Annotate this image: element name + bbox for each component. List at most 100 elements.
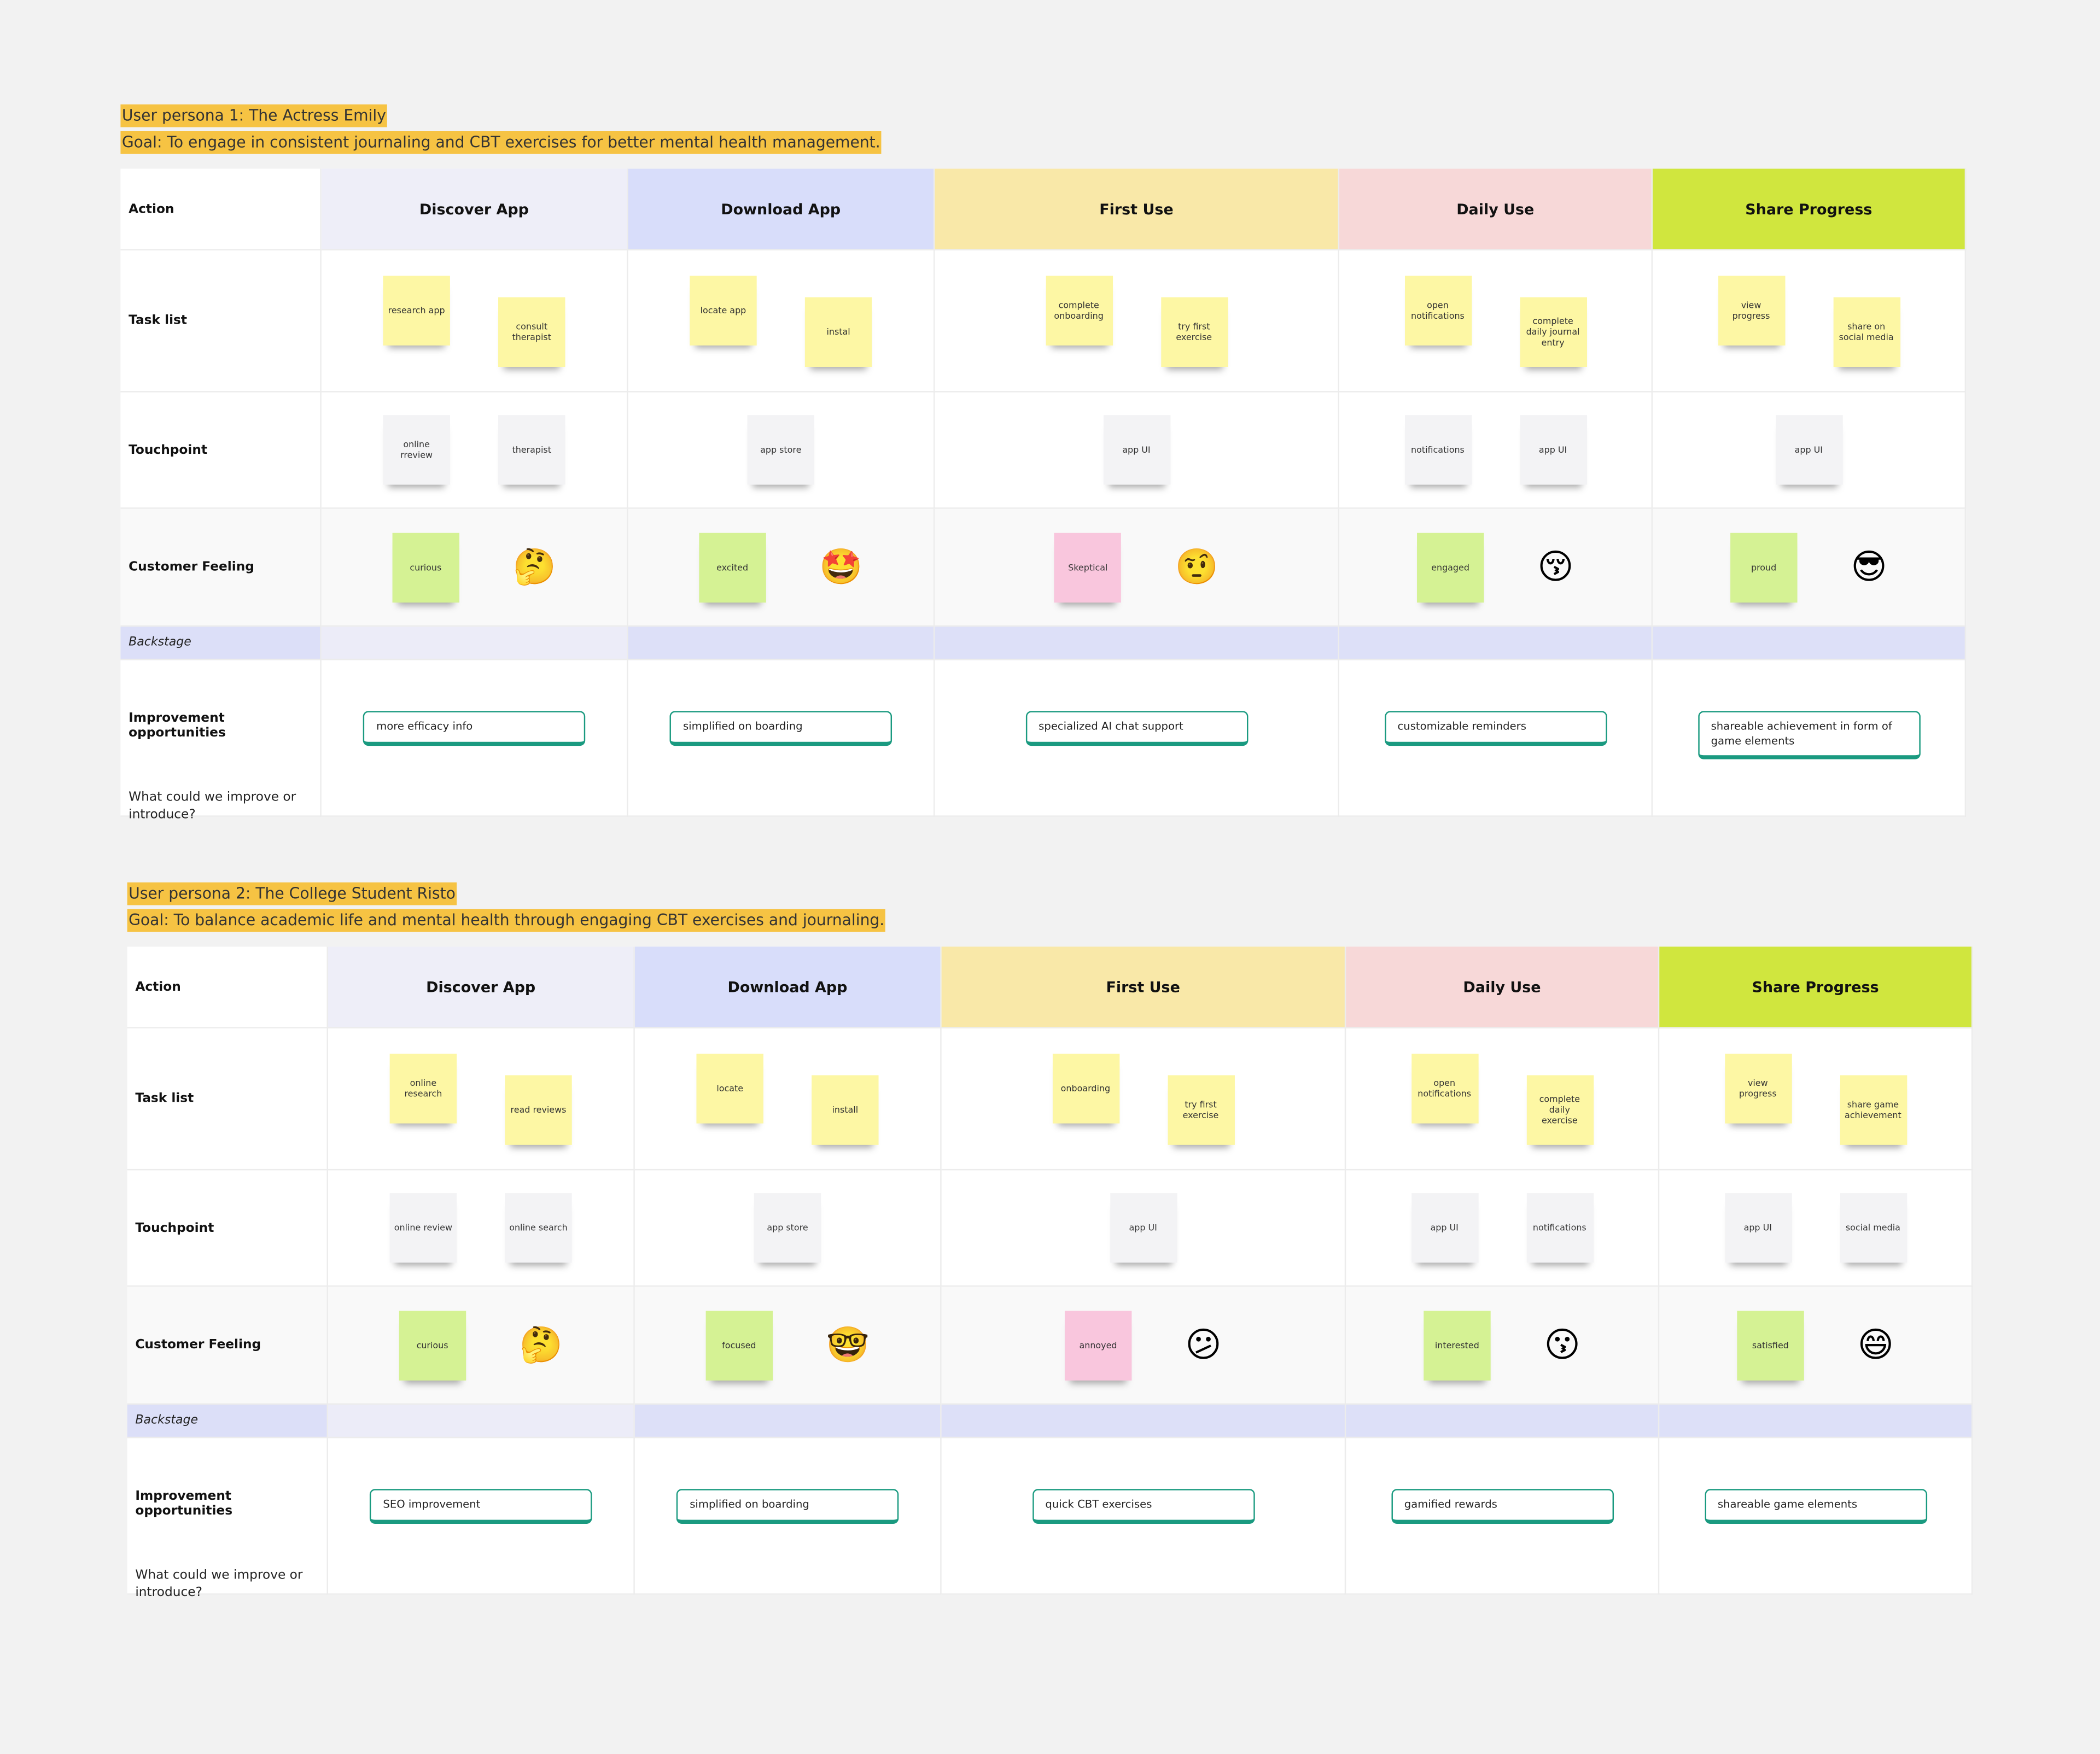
improvement-label: Improvement opportunities What could we i… bbox=[127, 1438, 329, 1600]
feeling-sticky: curious bbox=[392, 532, 459, 602]
stage-header: Share Progress bbox=[1659, 946, 1973, 1028]
task-sticky: instal bbox=[804, 296, 872, 366]
row-label: Improvement opportunities bbox=[129, 711, 226, 741]
task-sticky: research app bbox=[383, 275, 450, 345]
touchpoint-sticky: online rreview bbox=[383, 415, 450, 485]
backstage-cell bbox=[634, 1404, 942, 1439]
feeling-sticky: focused bbox=[705, 1310, 773, 1380]
improvement-label: Improvement opportunities What could we i… bbox=[120, 660, 322, 822]
backstage-cell bbox=[321, 627, 628, 660]
feeling-emoji: 😄 bbox=[1857, 1325, 1894, 1365]
feeling-cell: curious 🤔 bbox=[328, 1287, 635, 1405]
touchpoint-cell: app UI bbox=[935, 392, 1339, 509]
row-label: Task list bbox=[120, 250, 322, 393]
stage-header: First Use bbox=[941, 946, 1346, 1028]
backstage-cell bbox=[1339, 627, 1653, 660]
row-label: Customer Feeling bbox=[127, 1287, 329, 1405]
improvement-card: simplified on boarding bbox=[676, 1489, 899, 1524]
persona-goal: Goal: To engage in consistent journaling… bbox=[120, 131, 882, 154]
backstage-cell bbox=[935, 627, 1339, 660]
feeling-emoji: 🤔 bbox=[519, 1325, 563, 1365]
improvement-cell: shareable achievement in form of game el… bbox=[1653, 660, 1967, 817]
task-cell: locate app instal bbox=[628, 250, 935, 393]
backstage-cell bbox=[628, 627, 935, 660]
improvement-card: gamified rewards bbox=[1391, 1489, 1613, 1524]
task-cell: online research read reviews bbox=[328, 1028, 635, 1171]
task-sticky: open notifications bbox=[1411, 1053, 1478, 1123]
task-sticky: complete onboarding bbox=[1045, 275, 1112, 345]
feeling-emoji: 🤓 bbox=[826, 1325, 870, 1365]
improvement-card: SEO improvement bbox=[369, 1489, 592, 1524]
task-sticky: onboarding bbox=[1052, 1053, 1119, 1123]
task-sticky: view progress bbox=[1717, 275, 1785, 345]
feeling-cell: engaged 😚 bbox=[1339, 508, 1653, 627]
stage-header: Discover App bbox=[328, 946, 635, 1028]
improvement-card: specialized AI chat support bbox=[1025, 711, 1248, 746]
journey-table: Action Discover App Download App First Use D… bbox=[120, 168, 1967, 822]
improvement-cell: simplified on boarding bbox=[634, 1438, 942, 1595]
backstage-cell bbox=[1653, 627, 1967, 660]
stage-header: First Use bbox=[935, 168, 1339, 250]
touchpoint-cell: online review online search bbox=[328, 1170, 635, 1287]
task-cell: view progress share on social media bbox=[1653, 250, 1967, 393]
task-sticky: share game achievement bbox=[1839, 1074, 1907, 1144]
feeling-sticky: satisfied bbox=[1737, 1310, 1804, 1380]
persona-map: User persona 1: The Actress Emily Goal: T… bbox=[120, 101, 1967, 822]
feeling-sticky: engaged bbox=[1416, 532, 1484, 602]
task-sticky: consult therapist bbox=[498, 296, 565, 366]
row-label: Action bbox=[120, 168, 322, 250]
touchpoint-sticky: app UI bbox=[1519, 415, 1586, 485]
feeling-cell: satisfied 😄 bbox=[1659, 1287, 1973, 1405]
stage-header: Daily Use bbox=[1339, 168, 1653, 250]
improvement-card: quick CBT exercises bbox=[1031, 1489, 1255, 1524]
task-sticky: try first exercise bbox=[1167, 1074, 1234, 1144]
stage-header: Download App bbox=[634, 946, 942, 1028]
task-sticky: locate app bbox=[690, 275, 757, 345]
feeling-cell: focused 🤓 bbox=[634, 1287, 942, 1405]
row-label: Action bbox=[127, 946, 329, 1028]
persona-title: User persona 1: The Actress Emily bbox=[120, 104, 388, 127]
feeling-sticky: Skeptical bbox=[1054, 532, 1122, 602]
touchpoint-sticky: online review bbox=[389, 1193, 457, 1263]
task-sticky: locate bbox=[696, 1053, 763, 1123]
feeling-emoji: 😚 bbox=[1537, 547, 1574, 587]
task-cell: open notifications complete daily journal… bbox=[1339, 250, 1653, 393]
improvement-card: more efficacy info bbox=[363, 711, 586, 746]
touchpoint-sticky: notifications bbox=[1526, 1193, 1594, 1263]
touchpoint-sticky: app UI bbox=[1775, 415, 1842, 485]
backstage-cell bbox=[1659, 1404, 1973, 1439]
touchpoint-cell: app store bbox=[628, 392, 935, 509]
row-label: Touchpoint bbox=[127, 1170, 329, 1287]
task-cell: view progress share game achievement bbox=[1659, 1028, 1973, 1171]
task-cell: locate install bbox=[634, 1028, 942, 1171]
stage-header: Share Progress bbox=[1653, 168, 1967, 250]
improvement-card: shareable achievement in form of game el… bbox=[1698, 711, 1920, 759]
feeling-cell: excited 🤩 bbox=[628, 508, 935, 627]
touchpoint-cell: notifications app UI bbox=[1339, 392, 1653, 509]
feeling-emoji: 😕 bbox=[1185, 1325, 1222, 1365]
improvement-cell: specialized AI chat support bbox=[935, 660, 1339, 817]
persona-title: User persona 2: The College Student Rist… bbox=[127, 882, 457, 905]
stage-header: Discover App bbox=[321, 168, 628, 250]
feeling-sticky: proud bbox=[1730, 532, 1798, 602]
improvement-card: simplified on boarding bbox=[669, 711, 892, 746]
feeling-emoji: 😗 bbox=[1544, 1325, 1580, 1365]
task-cell: open notifications complete daily exercis… bbox=[1346, 1028, 1660, 1171]
row-label: Task list bbox=[127, 1028, 329, 1171]
touchpoint-sticky: social media bbox=[1839, 1193, 1907, 1263]
task-cell: complete onboarding try first exercise bbox=[935, 250, 1339, 393]
backstage-cell bbox=[941, 1404, 1346, 1439]
backstage-cell bbox=[1346, 1404, 1660, 1439]
improvement-cell: more efficacy info bbox=[321, 660, 628, 817]
touchpoint-sticky: app UI bbox=[1102, 415, 1170, 485]
backstage-cell bbox=[328, 1404, 635, 1439]
touchpoint-cell: app UI bbox=[1653, 392, 1967, 509]
feeling-emoji: 🤩 bbox=[819, 547, 863, 587]
task-sticky: complete daily journal entry bbox=[1519, 296, 1586, 366]
feeling-sticky: interested bbox=[1424, 1310, 1491, 1380]
feeling-emoji: 😎 bbox=[1851, 547, 1887, 587]
touchpoint-cell: app UI notifications bbox=[1346, 1170, 1660, 1287]
improvement-cell: quick CBT exercises bbox=[941, 1438, 1346, 1595]
